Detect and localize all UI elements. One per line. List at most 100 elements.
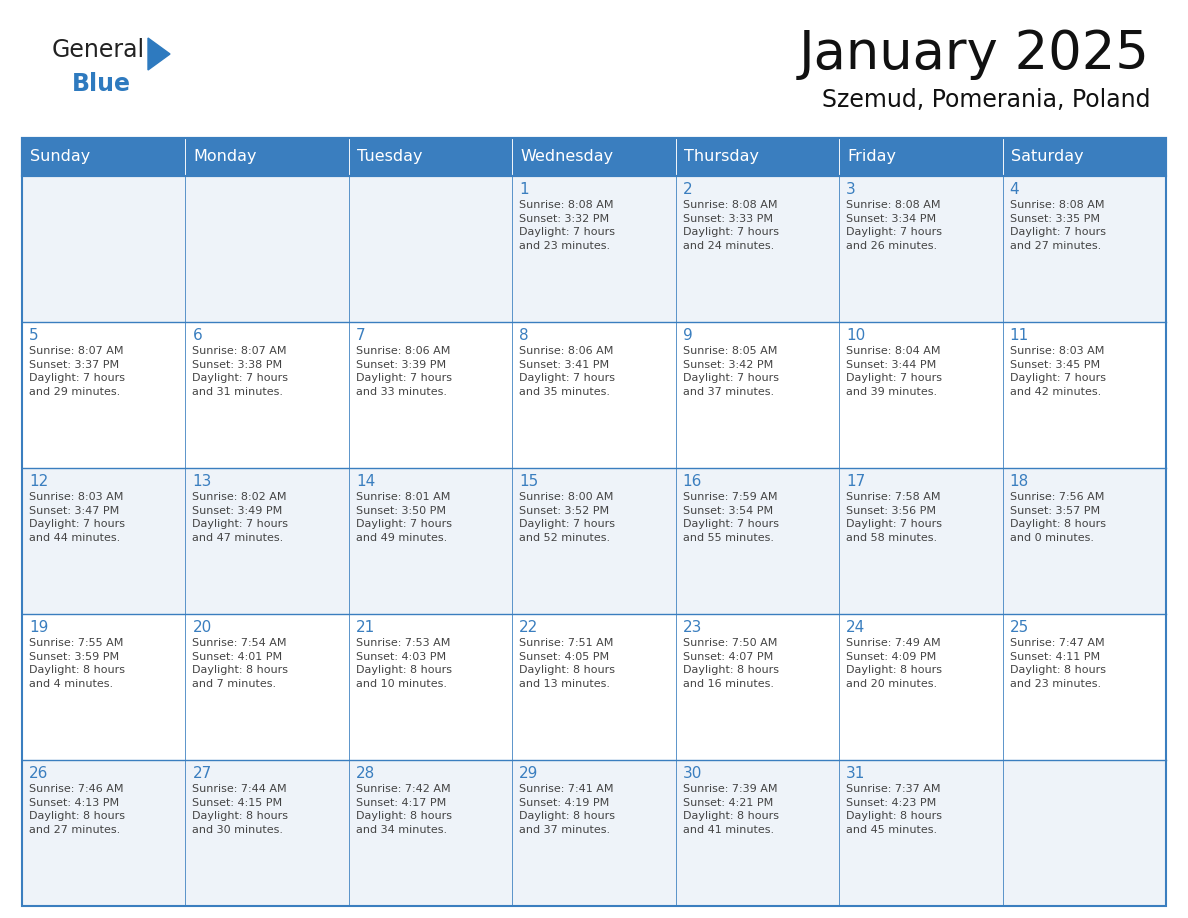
Text: 19: 19 <box>29 620 49 635</box>
Bar <box>349 614 512 760</box>
Bar <box>676 760 839 906</box>
Text: 21: 21 <box>356 620 375 635</box>
Text: 6: 6 <box>192 328 202 343</box>
Bar <box>23 322 185 468</box>
Text: Sunrise: 8:06 AM
Sunset: 3:39 PM
Daylight: 7 hours
and 33 minutes.: Sunrise: 8:06 AM Sunset: 3:39 PM Dayligh… <box>356 346 451 397</box>
Bar <box>1003 614 1165 760</box>
Text: Sunrise: 7:39 AM
Sunset: 4:21 PM
Daylight: 8 hours
and 41 minutes.: Sunrise: 7:39 AM Sunset: 4:21 PM Dayligh… <box>683 784 778 834</box>
Text: 7: 7 <box>356 328 366 343</box>
Polygon shape <box>148 38 170 70</box>
Text: Sunday: Sunday <box>30 150 90 164</box>
Bar <box>839 468 1003 614</box>
Text: Sunrise: 7:42 AM
Sunset: 4:17 PM
Daylight: 8 hours
and 34 minutes.: Sunrise: 7:42 AM Sunset: 4:17 PM Dayligh… <box>356 784 451 834</box>
Bar <box>839 614 1003 760</box>
Text: Sunrise: 7:49 AM
Sunset: 4:09 PM
Daylight: 8 hours
and 20 minutes.: Sunrise: 7:49 AM Sunset: 4:09 PM Dayligh… <box>846 638 942 688</box>
Bar <box>349 176 512 322</box>
Text: 12: 12 <box>29 474 49 489</box>
Bar <box>512 468 676 614</box>
Text: Sunrise: 7:47 AM
Sunset: 4:11 PM
Daylight: 8 hours
and 23 minutes.: Sunrise: 7:47 AM Sunset: 4:11 PM Dayligh… <box>1010 638 1106 688</box>
Text: 27: 27 <box>192 766 211 781</box>
Text: Sunrise: 7:50 AM
Sunset: 4:07 PM
Daylight: 8 hours
and 16 minutes.: Sunrise: 7:50 AM Sunset: 4:07 PM Dayligh… <box>683 638 778 688</box>
Bar <box>676 176 839 322</box>
Text: 5: 5 <box>29 328 39 343</box>
Text: 31: 31 <box>846 766 866 781</box>
Bar <box>23 176 185 322</box>
Text: 25: 25 <box>1010 620 1029 635</box>
Text: Sunrise: 7:53 AM
Sunset: 4:03 PM
Daylight: 8 hours
and 10 minutes.: Sunrise: 7:53 AM Sunset: 4:03 PM Dayligh… <box>356 638 451 688</box>
Bar <box>23 138 1165 176</box>
Text: Sunrise: 7:56 AM
Sunset: 3:57 PM
Daylight: 8 hours
and 0 minutes.: Sunrise: 7:56 AM Sunset: 3:57 PM Dayligh… <box>1010 492 1106 543</box>
Text: Szemud, Pomerania, Poland: Szemud, Pomerania, Poland <box>821 88 1150 112</box>
Text: Sunrise: 8:05 AM
Sunset: 3:42 PM
Daylight: 7 hours
and 37 minutes.: Sunrise: 8:05 AM Sunset: 3:42 PM Dayligh… <box>683 346 778 397</box>
Text: 3: 3 <box>846 182 855 197</box>
Text: Sunrise: 7:54 AM
Sunset: 4:01 PM
Daylight: 8 hours
and 7 minutes.: Sunrise: 7:54 AM Sunset: 4:01 PM Dayligh… <box>192 638 289 688</box>
Text: Friday: Friday <box>847 150 896 164</box>
Text: Sunrise: 7:44 AM
Sunset: 4:15 PM
Daylight: 8 hours
and 30 minutes.: Sunrise: 7:44 AM Sunset: 4:15 PM Dayligh… <box>192 784 289 834</box>
Text: 8: 8 <box>519 328 529 343</box>
Text: Sunrise: 8:08 AM
Sunset: 3:34 PM
Daylight: 7 hours
and 26 minutes.: Sunrise: 8:08 AM Sunset: 3:34 PM Dayligh… <box>846 200 942 251</box>
Text: Monday: Monday <box>194 150 257 164</box>
Bar <box>185 176 349 322</box>
Bar <box>23 138 1165 906</box>
Text: 9: 9 <box>683 328 693 343</box>
Text: 13: 13 <box>192 474 211 489</box>
Bar <box>349 760 512 906</box>
Bar <box>512 614 676 760</box>
Bar <box>23 138 185 176</box>
Text: Sunrise: 8:07 AM
Sunset: 3:37 PM
Daylight: 7 hours
and 29 minutes.: Sunrise: 8:07 AM Sunset: 3:37 PM Dayligh… <box>29 346 125 397</box>
Bar <box>23 760 185 906</box>
Text: 30: 30 <box>683 766 702 781</box>
Bar <box>1003 760 1165 906</box>
Bar <box>839 322 1003 468</box>
Text: Sunrise: 8:08 AM
Sunset: 3:33 PM
Daylight: 7 hours
and 24 minutes.: Sunrise: 8:08 AM Sunset: 3:33 PM Dayligh… <box>683 200 778 251</box>
Bar <box>185 760 349 906</box>
Text: Sunrise: 7:41 AM
Sunset: 4:19 PM
Daylight: 8 hours
and 37 minutes.: Sunrise: 7:41 AM Sunset: 4:19 PM Dayligh… <box>519 784 615 834</box>
Text: 15: 15 <box>519 474 538 489</box>
Text: Sunrise: 7:55 AM
Sunset: 3:59 PM
Daylight: 8 hours
and 4 minutes.: Sunrise: 7:55 AM Sunset: 3:59 PM Dayligh… <box>29 638 125 688</box>
Text: Blue: Blue <box>72 72 131 96</box>
Text: Sunrise: 7:46 AM
Sunset: 4:13 PM
Daylight: 8 hours
and 27 minutes.: Sunrise: 7:46 AM Sunset: 4:13 PM Dayligh… <box>29 784 125 834</box>
Text: 10: 10 <box>846 328 865 343</box>
Bar <box>185 468 349 614</box>
Bar <box>185 138 349 176</box>
Text: 11: 11 <box>1010 328 1029 343</box>
Bar <box>1003 468 1165 614</box>
Bar <box>512 176 676 322</box>
Text: 26: 26 <box>29 766 49 781</box>
Text: Thursday: Thursday <box>684 150 759 164</box>
Text: Sunrise: 8:02 AM
Sunset: 3:49 PM
Daylight: 7 hours
and 47 minutes.: Sunrise: 8:02 AM Sunset: 3:49 PM Dayligh… <box>192 492 289 543</box>
Bar <box>349 468 512 614</box>
Bar <box>512 138 676 176</box>
Text: Sunrise: 7:37 AM
Sunset: 4:23 PM
Daylight: 8 hours
and 45 minutes.: Sunrise: 7:37 AM Sunset: 4:23 PM Dayligh… <box>846 784 942 834</box>
Bar <box>839 760 1003 906</box>
Bar <box>1003 322 1165 468</box>
Text: January 2025: January 2025 <box>800 28 1150 80</box>
Text: 20: 20 <box>192 620 211 635</box>
Text: Sunrise: 8:08 AM
Sunset: 3:35 PM
Daylight: 7 hours
and 27 minutes.: Sunrise: 8:08 AM Sunset: 3:35 PM Dayligh… <box>1010 200 1106 251</box>
Bar <box>349 138 512 176</box>
Text: 29: 29 <box>519 766 538 781</box>
Bar <box>23 468 185 614</box>
Bar <box>839 176 1003 322</box>
Bar <box>349 322 512 468</box>
Bar <box>185 322 349 468</box>
Text: Sunrise: 8:08 AM
Sunset: 3:32 PM
Daylight: 7 hours
and 23 minutes.: Sunrise: 8:08 AM Sunset: 3:32 PM Dayligh… <box>519 200 615 251</box>
Text: 18: 18 <box>1010 474 1029 489</box>
Bar <box>512 322 676 468</box>
Text: Sunrise: 8:01 AM
Sunset: 3:50 PM
Daylight: 7 hours
and 49 minutes.: Sunrise: 8:01 AM Sunset: 3:50 PM Dayligh… <box>356 492 451 543</box>
Bar <box>676 322 839 468</box>
Text: Sunrise: 8:07 AM
Sunset: 3:38 PM
Daylight: 7 hours
and 31 minutes.: Sunrise: 8:07 AM Sunset: 3:38 PM Dayligh… <box>192 346 289 397</box>
Text: 4: 4 <box>1010 182 1019 197</box>
Text: Sunrise: 8:03 AM
Sunset: 3:45 PM
Daylight: 7 hours
and 42 minutes.: Sunrise: 8:03 AM Sunset: 3:45 PM Dayligh… <box>1010 346 1106 397</box>
Text: Sunrise: 7:51 AM
Sunset: 4:05 PM
Daylight: 8 hours
and 13 minutes.: Sunrise: 7:51 AM Sunset: 4:05 PM Dayligh… <box>519 638 615 688</box>
Text: Tuesday: Tuesday <box>356 150 423 164</box>
Bar <box>676 138 839 176</box>
Text: Wednesday: Wednesday <box>520 150 613 164</box>
Text: 16: 16 <box>683 474 702 489</box>
Text: 23: 23 <box>683 620 702 635</box>
Bar <box>185 614 349 760</box>
Bar <box>1003 176 1165 322</box>
Text: 17: 17 <box>846 474 865 489</box>
Text: 14: 14 <box>356 474 375 489</box>
Text: Sunrise: 8:04 AM
Sunset: 3:44 PM
Daylight: 7 hours
and 39 minutes.: Sunrise: 8:04 AM Sunset: 3:44 PM Dayligh… <box>846 346 942 397</box>
